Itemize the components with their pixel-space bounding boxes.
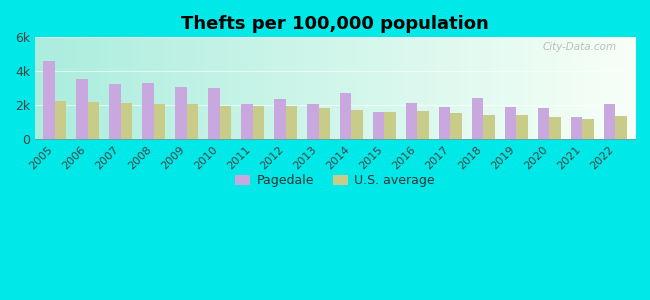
Bar (604, 103, 615, 139)
Bar (571, 117, 582, 139)
Bar (318, 108, 330, 139)
Text: City-Data.com: City-Data.com (543, 42, 617, 52)
Bar (538, 108, 549, 139)
Bar (121, 103, 132, 139)
Bar (340, 92, 352, 139)
Bar (253, 106, 264, 139)
Bar (373, 112, 384, 139)
Bar (406, 103, 417, 139)
Bar (307, 103, 318, 139)
Bar (582, 119, 594, 139)
Legend: Pagedale, U.S. average: Pagedale, U.S. average (230, 169, 439, 192)
Bar (615, 116, 627, 139)
Bar (439, 107, 450, 139)
Bar (274, 99, 285, 139)
Bar (417, 111, 429, 139)
Bar (142, 83, 153, 139)
Bar (44, 61, 55, 139)
Bar (484, 115, 495, 139)
Bar (220, 106, 231, 139)
Bar (153, 103, 165, 139)
Bar (285, 106, 297, 139)
Bar (352, 110, 363, 139)
Bar (472, 98, 484, 139)
Bar (175, 87, 187, 139)
Bar (88, 102, 99, 139)
Bar (55, 101, 66, 139)
Bar (208, 88, 220, 139)
Bar (450, 113, 462, 139)
Bar (241, 104, 253, 139)
Bar (76, 79, 88, 139)
Bar (505, 107, 516, 139)
Bar (549, 117, 561, 139)
Bar (187, 104, 198, 139)
Title: Thefts per 100,000 population: Thefts per 100,000 population (181, 15, 489, 33)
Bar (516, 116, 528, 139)
Bar (384, 112, 396, 139)
Bar (109, 84, 121, 139)
